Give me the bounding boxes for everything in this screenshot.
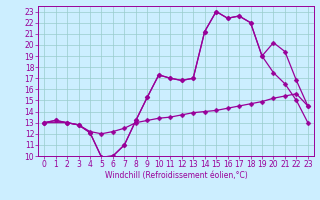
X-axis label: Windchill (Refroidissement éolien,°C): Windchill (Refroidissement éolien,°C) xyxy=(105,171,247,180)
